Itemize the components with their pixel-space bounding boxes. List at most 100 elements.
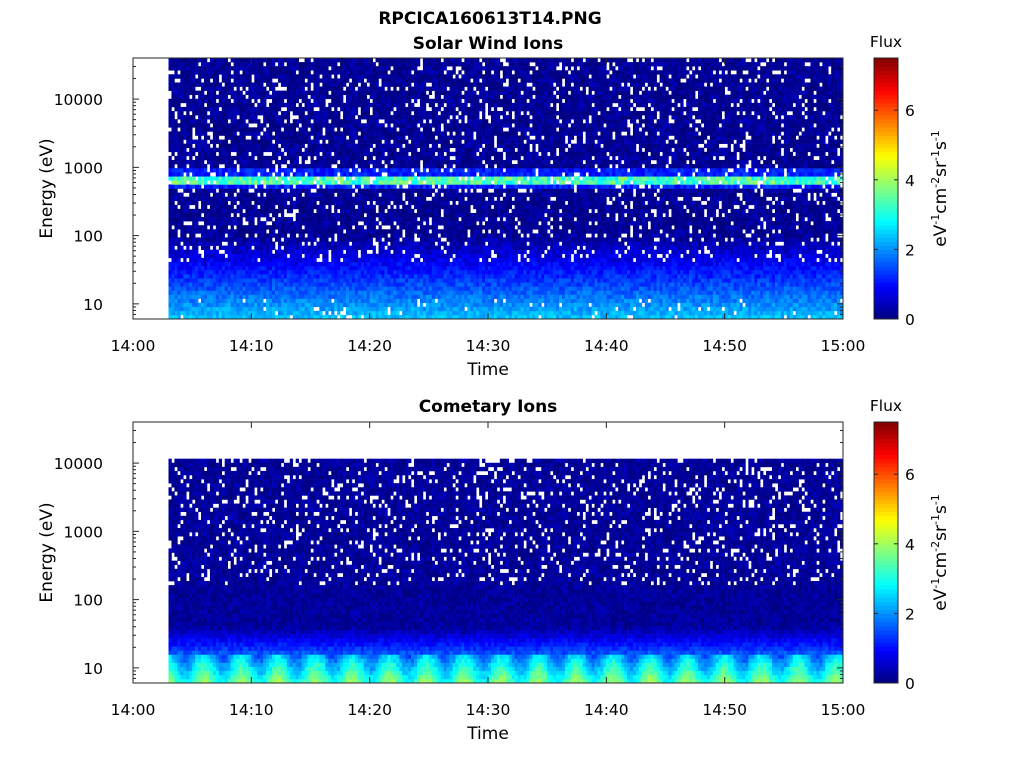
- spectrogram-cell: [360, 176, 365, 181]
- spectrogram-cell: [295, 74, 299, 79]
- spectrogram-cell: [366, 298, 370, 303]
- spectrogram-cell: [372, 86, 376, 91]
- spectrogram-cell: [177, 217, 181, 222]
- spectrogram-cell: [230, 208, 234, 214]
- spectrogram-cell: [334, 208, 338, 214]
- spectrogram-cell: [340, 286, 344, 291]
- spectrogram-cell: [257, 62, 261, 67]
- spectrogram-cell: [248, 278, 252, 283]
- spectrogram-cell: [399, 233, 403, 238]
- spectrogram-cell: [357, 159, 362, 165]
- spectrogram-cell: [304, 168, 308, 173]
- spectrogram-cell: [310, 286, 314, 291]
- spectrogram-cell: [230, 204, 234, 210]
- spectrogram-cell: [331, 155, 335, 161]
- spectrogram-cell: [384, 184, 388, 189]
- spectrogram-cell: [221, 180, 226, 185]
- spectrogram-cell: [280, 290, 285, 295]
- spectrogram-cell: [254, 294, 258, 299]
- spectrogram-cell: [348, 221, 353, 226]
- spectrogram-cell: [195, 225, 199, 230]
- spectrogram-cell: [230, 86, 234, 91]
- spectrogram-cell: [198, 261, 202, 267]
- spectrogram-cell: [393, 74, 397, 79]
- spectrogram-cell: [236, 119, 240, 124]
- spectrogram-cell: [334, 98, 338, 104]
- spectrogram-cell: [260, 62, 264, 67]
- spectrogram-cell: [366, 278, 370, 283]
- spectrogram-cell: [369, 94, 373, 100]
- spectrogram-cell: [201, 147, 205, 153]
- spectrogram-cell: [180, 310, 184, 316]
- spectrogram-cell: [354, 294, 359, 299]
- spectrogram-cell: [245, 278, 249, 283]
- spectrogram-cell: [245, 155, 249, 161]
- spectrogram-cell: [292, 74, 297, 79]
- spectrogram-cell: [180, 196, 184, 202]
- spectrogram-cell: [218, 257, 223, 263]
- spectrogram-cell: [277, 106, 282, 112]
- spectrogram-cell: [340, 233, 344, 238]
- spectrogram-cell: [168, 253, 172, 259]
- spectrogram-cell: [337, 78, 341, 83]
- spectrogram-cell: [168, 261, 172, 267]
- spectrogram-cell: [337, 298, 341, 303]
- spectrogram-cell: [325, 217, 329, 222]
- spectrogram-cell: [387, 253, 391, 259]
- spectrogram-cell: [209, 184, 214, 189]
- spectrogram-cell: [319, 66, 323, 71]
- spectrogram-cell: [195, 314, 199, 320]
- spectrogram-cell: [254, 131, 258, 136]
- spectrogram-cell: [357, 58, 362, 63]
- spectrogram-cell: [372, 94, 376, 100]
- spectrogram-cell: [198, 78, 202, 83]
- spectrogram-cell: [422, 286, 427, 291]
- spectrogram-cell: [304, 62, 308, 67]
- spectrogram-cell: [328, 106, 332, 112]
- spectrogram-cell: [396, 188, 400, 193]
- spectrogram-cell: [239, 58, 243, 63]
- spectrogram-cell: [269, 159, 273, 165]
- spectrogram-cell: [372, 98, 376, 104]
- spectrogram-cell: [227, 143, 231, 149]
- spectrogram-cell: [174, 98, 178, 104]
- spectrogram-cell: [245, 143, 249, 149]
- spectrogram-cell: [334, 253, 338, 259]
- spectrogram-cell: [348, 180, 353, 185]
- spectrogram-cell: [322, 172, 326, 177]
- spectrogram-cell: [384, 74, 388, 79]
- spectrogram-cell: [343, 196, 347, 202]
- spectrogram-cell: [275, 82, 279, 87]
- spectrogram-cell: [180, 147, 184, 153]
- spectrogram-cell: [192, 217, 196, 222]
- spectrogram-cell: [331, 184, 335, 189]
- spectrogram-cell: [381, 131, 385, 136]
- spectrogram-cell: [192, 176, 196, 181]
- spectrogram-cell: [198, 155, 202, 161]
- spectrogram-cell: [183, 237, 187, 242]
- spectrogram-cell: [378, 131, 382, 136]
- spectrogram-cell: [351, 86, 356, 91]
- spectrogram-cell: [266, 286, 270, 291]
- spectrogram-cell: [319, 278, 323, 283]
- spectrogram-cell: [280, 286, 285, 291]
- spectrogram-cell: [325, 225, 329, 230]
- spectrogram-cell: [242, 119, 246, 124]
- spectrogram-cell: [337, 253, 341, 259]
- spectrogram-cell: [304, 265, 308, 271]
- spectrogram-cell: [319, 159, 323, 165]
- spectrogram-cell: [396, 176, 400, 181]
- spectrogram-cell: [346, 278, 350, 283]
- spectrogram-cell: [298, 225, 302, 230]
- spectrogram-cell: [319, 184, 323, 189]
- spectrogram-cell: [405, 115, 409, 120]
- spectrogram-cell: [340, 94, 344, 100]
- spectrogram-cell: [186, 159, 190, 165]
- spectrogram-cell: [230, 217, 234, 222]
- spectrogram-cell: [286, 245, 291, 250]
- spectrogram-cell: [263, 265, 267, 271]
- spectrogram-cell: [393, 94, 397, 100]
- spectrogram-cell: [215, 278, 220, 283]
- spectrogram-cell: [399, 286, 403, 291]
- spectrogram-cell: [289, 159, 294, 165]
